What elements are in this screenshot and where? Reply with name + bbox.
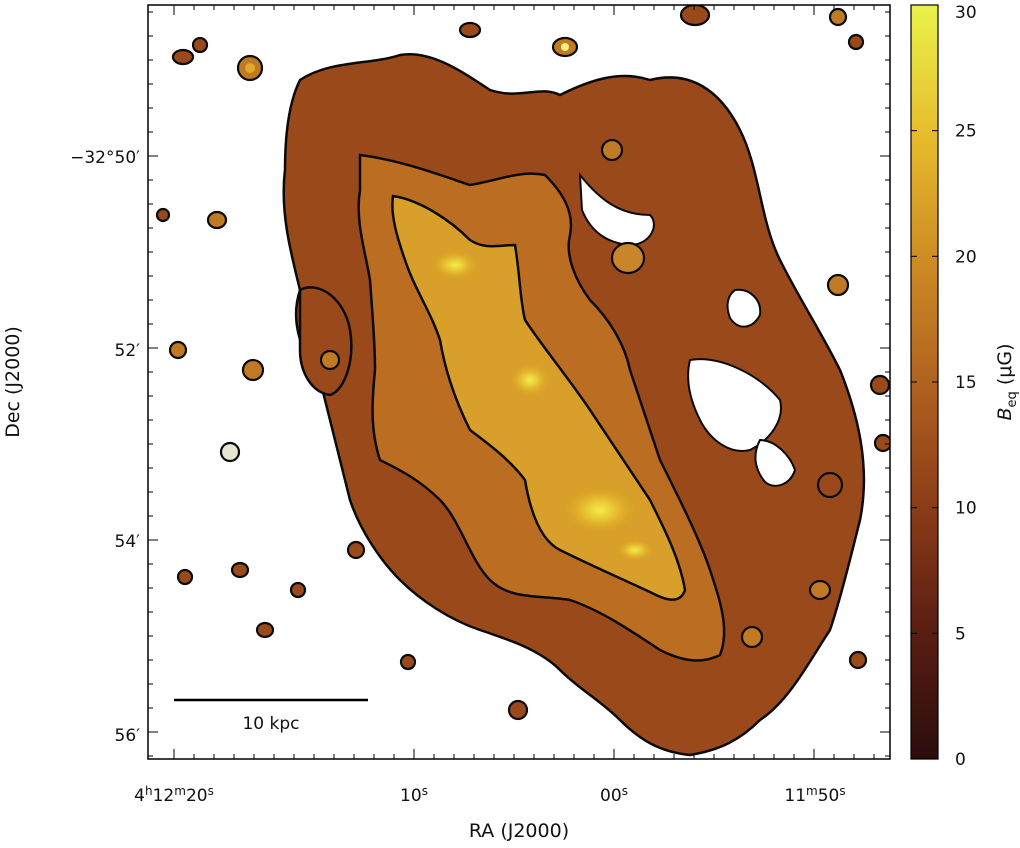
compact-source xyxy=(869,374,890,396)
compact-source xyxy=(206,210,228,230)
compact-sources xyxy=(155,5,890,721)
colorbar-tick-label: 15 xyxy=(955,373,977,393)
ra-minutes: 11 xyxy=(784,786,806,806)
y-tick-label: 54′ xyxy=(115,532,141,552)
colorbar-tick-label: 30 xyxy=(955,3,977,23)
y-axis-title: Dec (J2000) xyxy=(2,326,24,438)
colorbar: 0 5 10 15 20 25 30 Beq (μG) xyxy=(910,3,1020,770)
compact-source xyxy=(319,349,341,371)
ra-seconds-unit: s xyxy=(622,784,628,798)
compact-source xyxy=(828,7,848,27)
x-tick-labels: 4h12m20s 10s 00s 11m50s xyxy=(134,784,845,806)
compact-source xyxy=(847,33,865,51)
compact-source xyxy=(826,273,850,297)
scale-bar: 10 kpc xyxy=(174,698,368,734)
ra-seconds-unit: s xyxy=(208,784,214,798)
x-tick-label: 11m50s xyxy=(784,784,845,806)
compact-source xyxy=(241,358,265,382)
compact-source xyxy=(245,63,255,73)
emission-gaps xyxy=(578,171,797,487)
ra-minutes: 12 xyxy=(153,786,175,806)
compact-source xyxy=(816,471,844,499)
ra-seconds-unit: s xyxy=(839,784,845,798)
compact-source xyxy=(507,699,529,721)
bright-core-south xyxy=(560,484,640,536)
emission-west-lobe xyxy=(298,286,353,397)
compact-source xyxy=(873,433,890,453)
ra-hours-unit: h xyxy=(145,784,153,798)
plot-frame xyxy=(147,4,891,760)
compact-source xyxy=(808,579,832,601)
compact-source xyxy=(255,621,275,639)
y-tick-label: 52′ xyxy=(115,341,141,361)
compact-source xyxy=(168,340,188,360)
y-tick-labels: −32°50′ 52′ 54′ 56′ xyxy=(70,148,140,746)
colorbar-label: Beq (μG) xyxy=(994,344,1020,421)
compact-source xyxy=(561,43,569,51)
colorbar-tick-label: 0 xyxy=(955,750,966,770)
compact-source xyxy=(679,5,711,27)
colorbar-label-subscript: eq xyxy=(1005,391,1020,407)
bright-core-north xyxy=(429,249,481,281)
minor-ticks xyxy=(148,5,890,759)
x-tick-label: 00s xyxy=(600,784,628,806)
bright-core-mid xyxy=(508,362,552,398)
x-tick-label: 4h12m20s xyxy=(134,784,214,806)
y-tick-label: 56′ xyxy=(115,726,141,746)
plot-area xyxy=(147,4,891,760)
colorbar-ticks: 0 5 10 15 20 25 30 xyxy=(911,3,977,770)
bright-core-southeast xyxy=(615,538,655,562)
ra-seconds: 10 xyxy=(400,786,422,806)
compact-source xyxy=(346,540,366,560)
colorbar-tick-label: 20 xyxy=(955,247,977,267)
compact-source xyxy=(176,568,194,586)
ra-minutes-unit: m xyxy=(174,784,186,798)
compact-source xyxy=(399,653,417,671)
compact-source xyxy=(219,441,241,463)
compact-source xyxy=(610,241,646,275)
colorbar-tick-label: 5 xyxy=(955,624,966,644)
ra-seconds: 50 xyxy=(818,786,840,806)
y-tick-label: −32°50′ xyxy=(70,148,140,168)
compact-source xyxy=(191,36,209,54)
ra-seconds-unit: s xyxy=(422,784,428,798)
ra-hours: 4 xyxy=(134,786,145,806)
compact-source xyxy=(155,207,171,223)
compact-source xyxy=(848,650,868,670)
compact-source xyxy=(600,138,624,162)
compact-source xyxy=(740,625,764,649)
colorbar-label-symbol: B xyxy=(994,407,1016,420)
compact-source xyxy=(230,561,250,579)
colorbar-tick-label: 25 xyxy=(955,122,977,142)
compact-source xyxy=(171,48,195,66)
compact-source xyxy=(289,581,307,599)
x-tick-label: 10s xyxy=(400,784,428,806)
ra-minutes-unit: m xyxy=(806,784,818,798)
scale-bar-label: 10 kpc xyxy=(242,714,299,734)
ra-seconds: 00 xyxy=(600,786,622,806)
x-axis-title: RA (J2000) xyxy=(469,820,569,842)
colorbar-tick-label: 10 xyxy=(955,499,977,519)
ra-seconds: 20 xyxy=(186,786,208,806)
colorbar-label-unit: (μG) xyxy=(994,344,1016,392)
compact-source xyxy=(458,21,482,39)
